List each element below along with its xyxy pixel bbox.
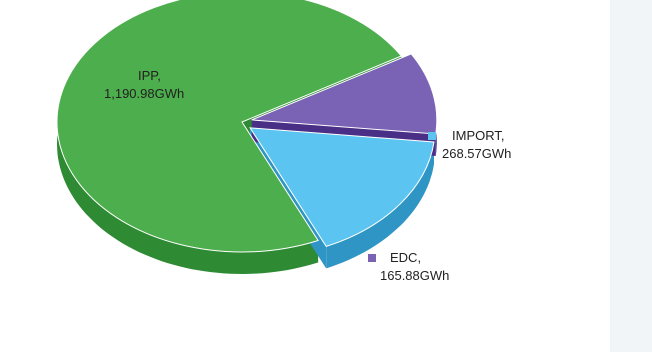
slice-name-ipp: IPP, <box>138 68 161 83</box>
pie-slice-edc <box>251 53 438 135</box>
pie-slice-import <box>249 127 435 247</box>
slice-name-import: IMPORT, <box>452 128 505 143</box>
legend-marker-edc <box>368 254 376 262</box>
pie-slice-side-1 <box>326 142 434 269</box>
pie-tops <box>56 0 438 253</box>
pie-labels: IPP, 1,190.98GWh IMPORT, 268.57GWh EDC, 165.8… <box>104 68 511 283</box>
slice-value-ipp: 1,190.98GWh <box>104 86 184 101</box>
slice-name-edc: EDC, <box>390 250 421 265</box>
side-panel <box>610 0 652 352</box>
slice-value-edc: 165.88GWh <box>380 268 449 283</box>
pie-slice-ipp <box>56 0 403 253</box>
legend-marker-import <box>428 132 436 140</box>
slice-value-import: 268.57GWh <box>442 146 511 161</box>
